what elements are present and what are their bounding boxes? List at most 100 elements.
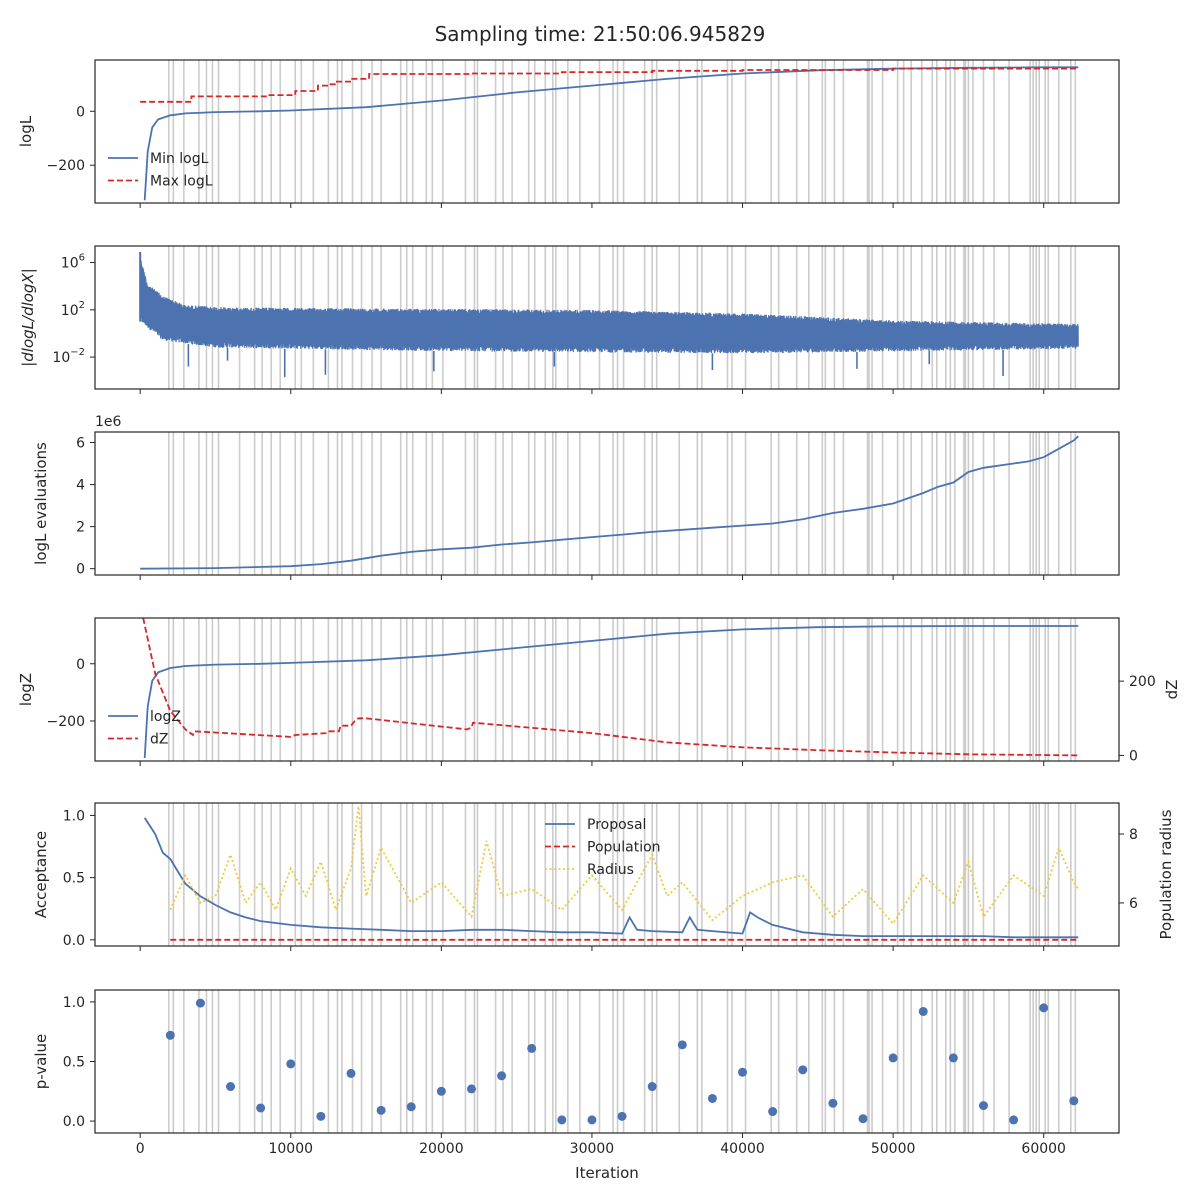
y2-axis-label: dZ (1163, 680, 1181, 700)
data-point (1009, 1115, 1019, 1125)
y2-axis-label: Population radius (1157, 809, 1175, 939)
panel-logZ: 0 −200 0 200 dZ logZ logZ dZ (17, 617, 1181, 766)
plot-area-evals (140, 432, 1079, 575)
data-point (918, 1006, 928, 1016)
y2-tick-label: 200 (1129, 674, 1156, 690)
y-tick-base: 10 (61, 256, 79, 272)
series-proposal (143, 817, 1079, 939)
legend-label: logZ (150, 709, 181, 725)
panel-logL: 0 −200 logL Min logL Max logL (17, 59, 1120, 208)
x-tick-label: 20000 (419, 1141, 464, 1157)
data-point (1069, 1096, 1079, 1106)
y-axis-label: logL evaluations (32, 442, 50, 565)
legend: logZ dZ (108, 709, 181, 748)
y-tick-label: 1.0 (63, 808, 85, 824)
x-tick-label: 30000 (570, 1141, 615, 1157)
series-dz (142, 618, 1079, 757)
axes-frame (94, 245, 1120, 390)
x-tick-label: 50000 (871, 1141, 916, 1157)
data-point (256, 1103, 266, 1113)
x-tick-label: 40000 (720, 1141, 765, 1157)
data-point (346, 1068, 356, 1078)
data-point (647, 1082, 657, 1092)
y-tick-label: −200 (47, 158, 85, 174)
y-tick-base: 10 (52, 350, 70, 366)
data-point (527, 1043, 537, 1053)
y-tick-label: 0.5 (63, 1055, 85, 1071)
data-point (738, 1067, 748, 1077)
data-point (376, 1105, 386, 1115)
data-point (226, 1082, 236, 1092)
legend-label: Min logL (150, 151, 209, 167)
dlogl-trace (139, 259, 1079, 354)
y-tick-label: 0.0 (63, 1114, 85, 1130)
data-point (557, 1115, 567, 1125)
series-logz (143, 625, 1079, 759)
y-axis-label: logL (17, 115, 35, 147)
iteration-markers (167, 990, 1077, 1133)
data-point (436, 1086, 446, 1096)
plot-area-dlogL (139, 246, 1079, 389)
data-point (165, 1030, 175, 1040)
data-point (587, 1115, 597, 1125)
axes-frame (94, 617, 1120, 762)
x-axis-label: Iteration (575, 1164, 639, 1182)
series-max-logl (140, 67, 1079, 103)
plot-area-pvalue (165, 990, 1079, 1133)
y2-tick-label: 6 (1129, 896, 1138, 912)
y-tick-label: 0 (76, 657, 85, 673)
data-point (948, 1053, 958, 1063)
data-point (888, 1053, 898, 1063)
iteration-markers (167, 432, 1077, 575)
series-evals (140, 435, 1079, 570)
panel-evals: 0 2 4 6 logL evaluations 1e6 (32, 414, 1120, 580)
data-point (828, 1098, 838, 1108)
y-tick-label: 0 (76, 562, 85, 578)
y-axis-label: logZ (17, 673, 35, 706)
y-tick-label: −200 (47, 714, 85, 730)
y2-tick-label: 8 (1129, 827, 1138, 843)
data-point (858, 1114, 868, 1124)
y-tick-label: 1.0 (63, 995, 85, 1011)
data-point (286, 1059, 296, 1069)
y-axis-label: Acceptance (32, 831, 50, 918)
legend-label: Radius (587, 862, 634, 878)
axes-frame (94, 59, 1120, 204)
y-offset-label: 1e6 (95, 414, 122, 430)
data-point (316, 1111, 326, 1121)
iteration-markers (167, 618, 1077, 761)
panel-acceptance: 0.0 0.5 1.0 6 8 Population radius Acceptance Pr… (32, 802, 1175, 951)
y-tick-base: 10 (61, 303, 79, 319)
y-tick-label: 10−2 (52, 347, 85, 366)
y2-tick-label: 0 (1129, 748, 1138, 764)
legend-label: dZ (150, 732, 168, 748)
x-tick-label: 0 (136, 1141, 145, 1157)
axes-frame (94, 802, 1120, 947)
series-min-logl (143, 66, 1079, 201)
y-tick-label: 2 (76, 520, 85, 536)
y-tick-exponent: −2 (70, 347, 85, 358)
plot-area-logZ (142, 618, 1079, 761)
legend-label: Proposal (587, 817, 646, 833)
y-tick-label: 0.5 (63, 871, 85, 887)
y-tick-label: 4 (76, 478, 85, 494)
figure-title: Sampling time: 21:50:06.945829 (435, 22, 766, 46)
y-tick-label: 102 (61, 300, 85, 319)
y-axis-label: |dlogL/dlogX| (19, 268, 37, 367)
data-point (1039, 1003, 1049, 1013)
y-tick-label: 0 (76, 104, 85, 120)
y-tick-label: 6 (76, 436, 85, 452)
x-tick-label: 60000 (1021, 1141, 1066, 1157)
plot-area-acceptance (143, 803, 1080, 946)
y-tick-exponent: 2 (79, 300, 85, 311)
y-tick-label: 0.0 (63, 933, 85, 949)
legend-label: Max logL (150, 174, 213, 190)
y-axis-label: p-value (32, 1034, 50, 1090)
x-tick-label: 10000 (268, 1141, 313, 1157)
series-radius (169, 806, 1080, 926)
axes-frame (94, 431, 1120, 576)
legend: Min logL Max logL (108, 151, 213, 190)
